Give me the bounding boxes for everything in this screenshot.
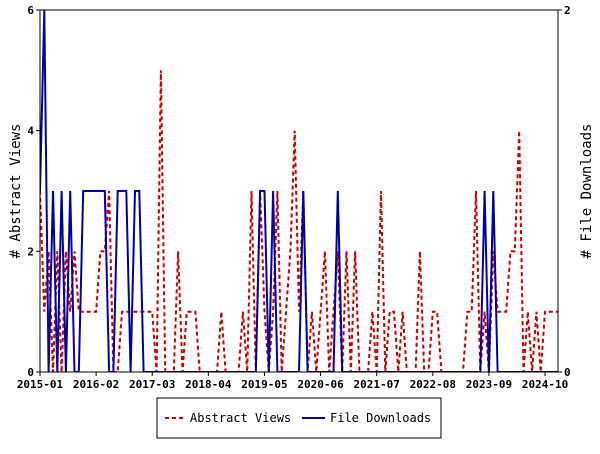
x-tick-label: 2018-04: [185, 378, 232, 391]
legend: Abstract Views File Downloads: [156, 397, 442, 439]
x-tick-label: 2022-08: [410, 378, 456, 391]
y-right-tick-label: 0: [564, 366, 571, 379]
x-tick-label: 2016-02: [73, 378, 119, 391]
x-tick-label: 2019-05: [241, 378, 287, 391]
legend-label-abstract-views: Abstract Views: [190, 411, 291, 425]
x-tick-label: 2023-09: [466, 378, 512, 391]
y-left-tick-label: 2: [27, 245, 34, 258]
y-right-axis-title: # File Downloads: [579, 124, 595, 259]
x-tick-label: 2017-03: [129, 378, 175, 391]
legend-box: [156, 397, 442, 439]
y-right-tick-label: 2: [564, 4, 571, 17]
y-left-tick-label: 0: [27, 366, 34, 379]
x-tick-label: 2015-01: [17, 378, 64, 391]
plot-area-frame: [39, 9, 559, 373]
y-left-tick-label: 4: [27, 125, 34, 138]
y-left-axis-title: # Abstract Views: [8, 124, 24, 259]
legend-label-file-downloads: File Downloads: [330, 411, 431, 425]
series-line-abstract-views: [40, 70, 558, 372]
x-tick-label: 2024-10: [522, 378, 568, 391]
y-left-tick-label: 6: [27, 4, 34, 17]
series-line-file-downloads: [40, 10, 558, 372]
x-tick-label: 2020-06: [297, 378, 344, 391]
x-tick-label: 2021-07: [354, 378, 400, 391]
